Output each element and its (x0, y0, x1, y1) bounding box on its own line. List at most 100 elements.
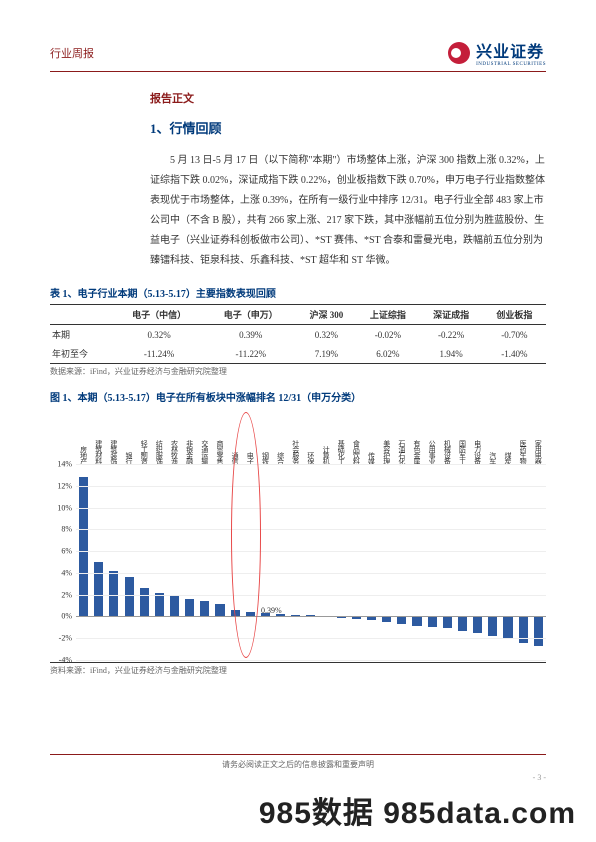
index-table: 电子（中信）电子（申万）沪深 300上证综指深证成指创业板指 本期0.32%0.… (50, 304, 546, 364)
bar (94, 562, 103, 616)
y-tick: 4% (61, 568, 72, 577)
bar (397, 616, 406, 624)
bar (215, 604, 224, 616)
table-row-label: 年初至今 (50, 344, 113, 364)
category-label: 交通运输 (197, 410, 212, 464)
bar (140, 588, 149, 616)
category-label: 钢铁 (258, 410, 273, 464)
category-label: 基础化工 (334, 410, 349, 464)
y-tick: 10% (57, 503, 72, 512)
table-source: 数据来源：iFind，兴业证券经济与金融研究院整理 (50, 366, 546, 377)
bar (503, 616, 512, 638)
page-number: - 3 - (50, 773, 546, 782)
logo-text-cn: 兴业证券 (476, 38, 546, 62)
category-label: 轻工制造 (137, 410, 152, 464)
y-tick: 6% (61, 547, 72, 556)
table-row-label: 本期 (50, 325, 113, 345)
category-label: 电力设备 (470, 410, 485, 464)
table-cell: 7.19% (297, 344, 357, 364)
table-cell: 6.02% (356, 344, 419, 364)
y-tick: 0% (61, 612, 72, 621)
category-label: 医药生物 (516, 410, 531, 464)
bar-chart: 房地产建筑材料建筑装饰银行轻工制造纺织服饰农林牧渔非银金融交通运输商贸零售通信电… (50, 410, 546, 660)
category-label: 建筑材料 (91, 410, 106, 464)
section-label: 报告正文 (150, 90, 546, 106)
header-divider (50, 71, 546, 72)
table-cell: -0.70% (483, 325, 546, 345)
table-header-cell: 沪深 300 (297, 305, 357, 325)
category-label: 通信 (228, 410, 243, 464)
header: 行业周报 兴业证券 INDUSTRIAL SECURITIES (50, 38, 546, 67)
bar (170, 596, 179, 617)
footer-divider (50, 754, 546, 755)
category-label: 传媒 (364, 410, 379, 464)
bar (109, 571, 118, 617)
table-cell: -11.22% (205, 344, 297, 364)
category-label: 计算机 (319, 410, 334, 464)
category-label: 家用电器 (531, 410, 546, 464)
bar (200, 601, 209, 616)
category-label: 有色金属 (409, 410, 424, 464)
category-label: 农林牧渔 (167, 410, 182, 464)
bar (473, 616, 482, 632)
table-title: 表 1、电子行业本期（5.13-5.17）主要指数表现回顾 (50, 285, 546, 300)
table-header-cell: 创业板指 (483, 305, 546, 325)
bar (534, 616, 543, 645)
bar (125, 577, 134, 616)
table-header-cell (50, 305, 113, 325)
bar-annotation: 0.39% (261, 606, 282, 615)
category-label: 非银金融 (182, 410, 197, 464)
category-label: 公用事业 (425, 410, 440, 464)
table-cell: 0.32% (297, 325, 357, 345)
category-label: 煤炭 (500, 410, 515, 464)
y-tick: -4% (59, 656, 72, 665)
y-tick: 8% (61, 525, 72, 534)
header-category: 行业周报 (50, 45, 94, 61)
category-label: 汽车 (485, 410, 500, 464)
category-label: 社会服务 (288, 410, 303, 464)
category-label: 综合 (273, 410, 288, 464)
bar (155, 593, 164, 617)
logo: 兴业证券 INDUSTRIAL SECURITIES (448, 38, 546, 67)
category-label: 商贸零售 (212, 410, 227, 464)
table-cell: 1.94% (419, 344, 482, 364)
table-header-cell: 上证综指 (356, 305, 419, 325)
table-cell: 0.32% (113, 325, 205, 345)
category-label: 房地产 (76, 410, 91, 464)
category-label: 银行 (121, 410, 136, 464)
table-header-cell: 电子（申万） (205, 305, 297, 325)
footer: 请务必阅读正文之后的信息披露和重要声明 - 3 - (50, 754, 546, 782)
y-tick: 12% (57, 481, 72, 490)
section-heading: 1、行情回顾 (150, 118, 546, 137)
table-cell: -1.40% (483, 344, 546, 364)
footer-text: 请务必阅读正文之后的信息披露和重要声明 (50, 759, 546, 770)
table-cell: -0.22% (419, 325, 482, 345)
table-cell: -0.02% (356, 325, 419, 345)
table-cell: -11.24% (113, 344, 205, 364)
bar (185, 599, 194, 616)
table-header-cell: 深证成指 (419, 305, 482, 325)
y-tick: 2% (61, 590, 72, 599)
category-label: 石油石化 (394, 410, 409, 464)
table-header-cell: 电子（中信） (113, 305, 205, 325)
bar (412, 616, 421, 626)
logo-icon (448, 42, 470, 64)
bar (428, 616, 437, 627)
bar (443, 616, 452, 628)
category-label: 电子 (243, 410, 258, 464)
chart-title: 图 1、本期（5.13-5.17）电子在所有板块中涨幅排名 12/31（申万分类… (50, 389, 546, 404)
logo-text-en: INDUSTRIAL SECURITIES (476, 62, 546, 67)
bar (458, 616, 467, 630)
category-label: 食品饮料 (349, 410, 364, 464)
chart-source: 资料来源：iFind，兴业证券经济与金融研究院整理 (50, 665, 546, 676)
category-label: 纺织服饰 (152, 410, 167, 464)
y-tick: -2% (59, 634, 72, 643)
bar (488, 616, 497, 636)
body-paragraph: 5 月 13 日-5 月 17 日（以下简称"本期"）市场整体上涨，沪深 300… (150, 151, 546, 271)
category-label: 环保 (303, 410, 318, 464)
category-label: 建筑装饰 (106, 410, 121, 464)
category-label: 国防军工 (455, 410, 470, 464)
table-cell: 0.39% (205, 325, 297, 345)
watermark: 985数据 985data.com (259, 788, 576, 832)
y-tick: 14% (57, 460, 72, 469)
